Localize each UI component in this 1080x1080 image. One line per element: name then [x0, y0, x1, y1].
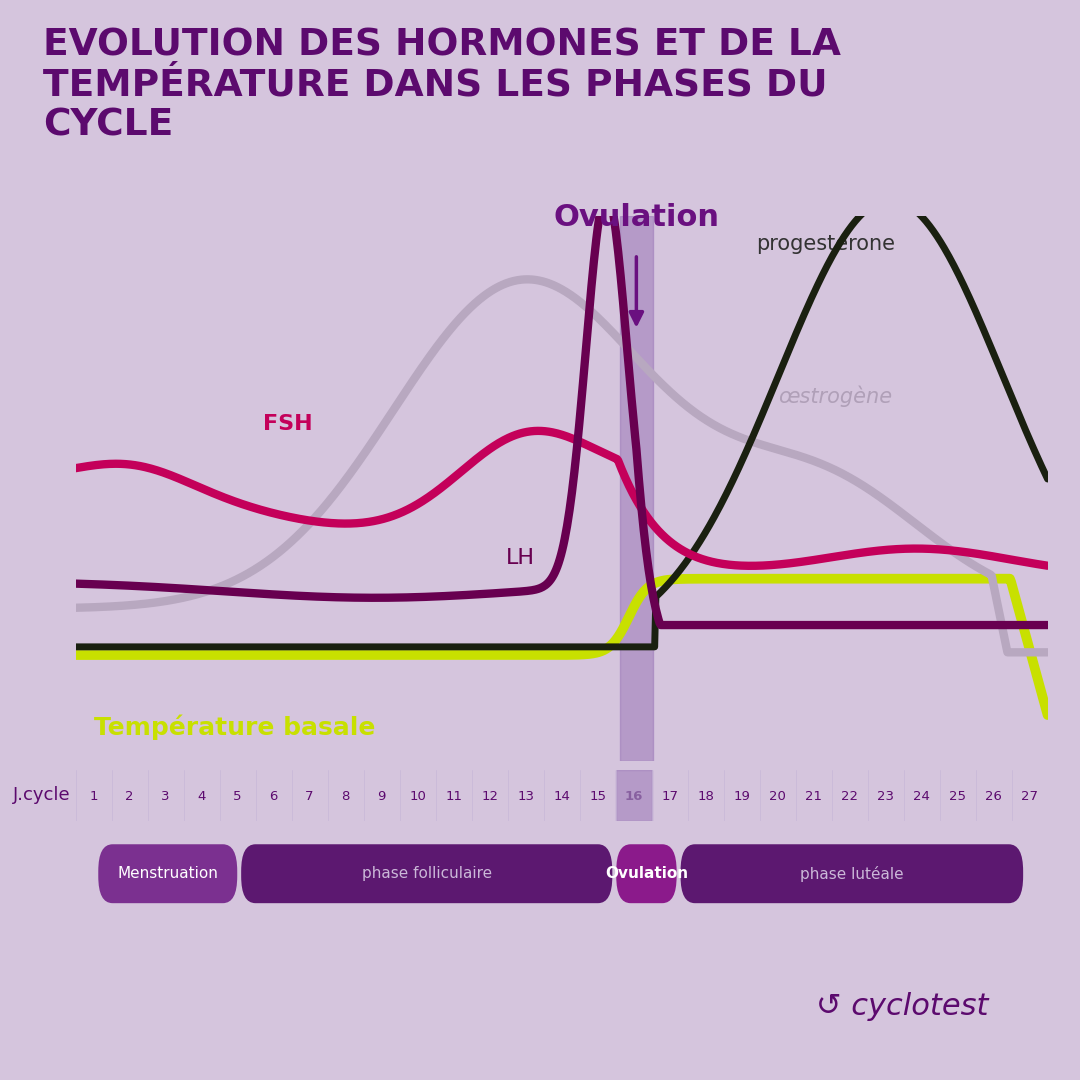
Text: 10: 10 — [409, 789, 426, 802]
Text: phase lutéale: phase lutéale — [800, 866, 904, 881]
Text: 14: 14 — [553, 789, 570, 802]
FancyBboxPatch shape — [617, 845, 677, 903]
Text: 8: 8 — [341, 789, 350, 802]
Text: 26: 26 — [985, 789, 1002, 802]
Text: 17: 17 — [661, 789, 678, 802]
Text: 4: 4 — [198, 789, 206, 802]
Text: 6: 6 — [269, 789, 278, 802]
FancyBboxPatch shape — [241, 845, 612, 903]
Text: 2: 2 — [125, 789, 134, 802]
Text: FSH: FSH — [262, 414, 312, 434]
Text: 13: 13 — [517, 789, 535, 802]
Text: 21: 21 — [805, 789, 822, 802]
Text: 18: 18 — [698, 789, 714, 802]
Text: 22: 22 — [841, 789, 859, 802]
Text: 11: 11 — [445, 789, 462, 802]
Text: progestérone: progestérone — [756, 232, 895, 254]
Text: 12: 12 — [481, 789, 498, 802]
Text: 23: 23 — [877, 789, 894, 802]
Text: Température basale: Température basale — [94, 714, 376, 740]
Text: 19: 19 — [733, 789, 750, 802]
Text: 7: 7 — [306, 789, 314, 802]
Text: 9: 9 — [377, 789, 386, 802]
FancyBboxPatch shape — [680, 845, 1023, 903]
Text: 27: 27 — [1021, 789, 1038, 802]
Text: Ovulation: Ovulation — [605, 866, 688, 881]
Text: EVOLUTION DES HORMONES ET DE LA
TEMPÉRATURE DANS LES PHASES DU
CYCLE: EVOLUTION DES HORMONES ET DE LA TEMPÉRAT… — [43, 27, 841, 144]
Text: Menstruation: Menstruation — [118, 866, 218, 881]
Bar — [620, 216, 653, 761]
Text: phase folliculaire: phase folliculaire — [362, 866, 491, 881]
Text: 5: 5 — [233, 789, 242, 802]
Text: LH: LH — [505, 548, 535, 568]
Text: 24: 24 — [914, 789, 930, 802]
Text: ↺ cyclotest: ↺ cyclotest — [815, 991, 988, 1021]
Text: 20: 20 — [769, 789, 786, 802]
Text: œstrogène: œstrogène — [779, 386, 892, 407]
Text: 15: 15 — [589, 789, 606, 802]
Text: Ovulation: Ovulation — [553, 203, 719, 232]
Bar — [616, 770, 651, 821]
Text: J.cycle: J.cycle — [13, 786, 70, 805]
Text: 25: 25 — [949, 789, 967, 802]
Text: 3: 3 — [161, 789, 170, 802]
FancyBboxPatch shape — [98, 845, 238, 903]
Text: 1: 1 — [90, 789, 98, 802]
Text: 16: 16 — [624, 789, 643, 802]
